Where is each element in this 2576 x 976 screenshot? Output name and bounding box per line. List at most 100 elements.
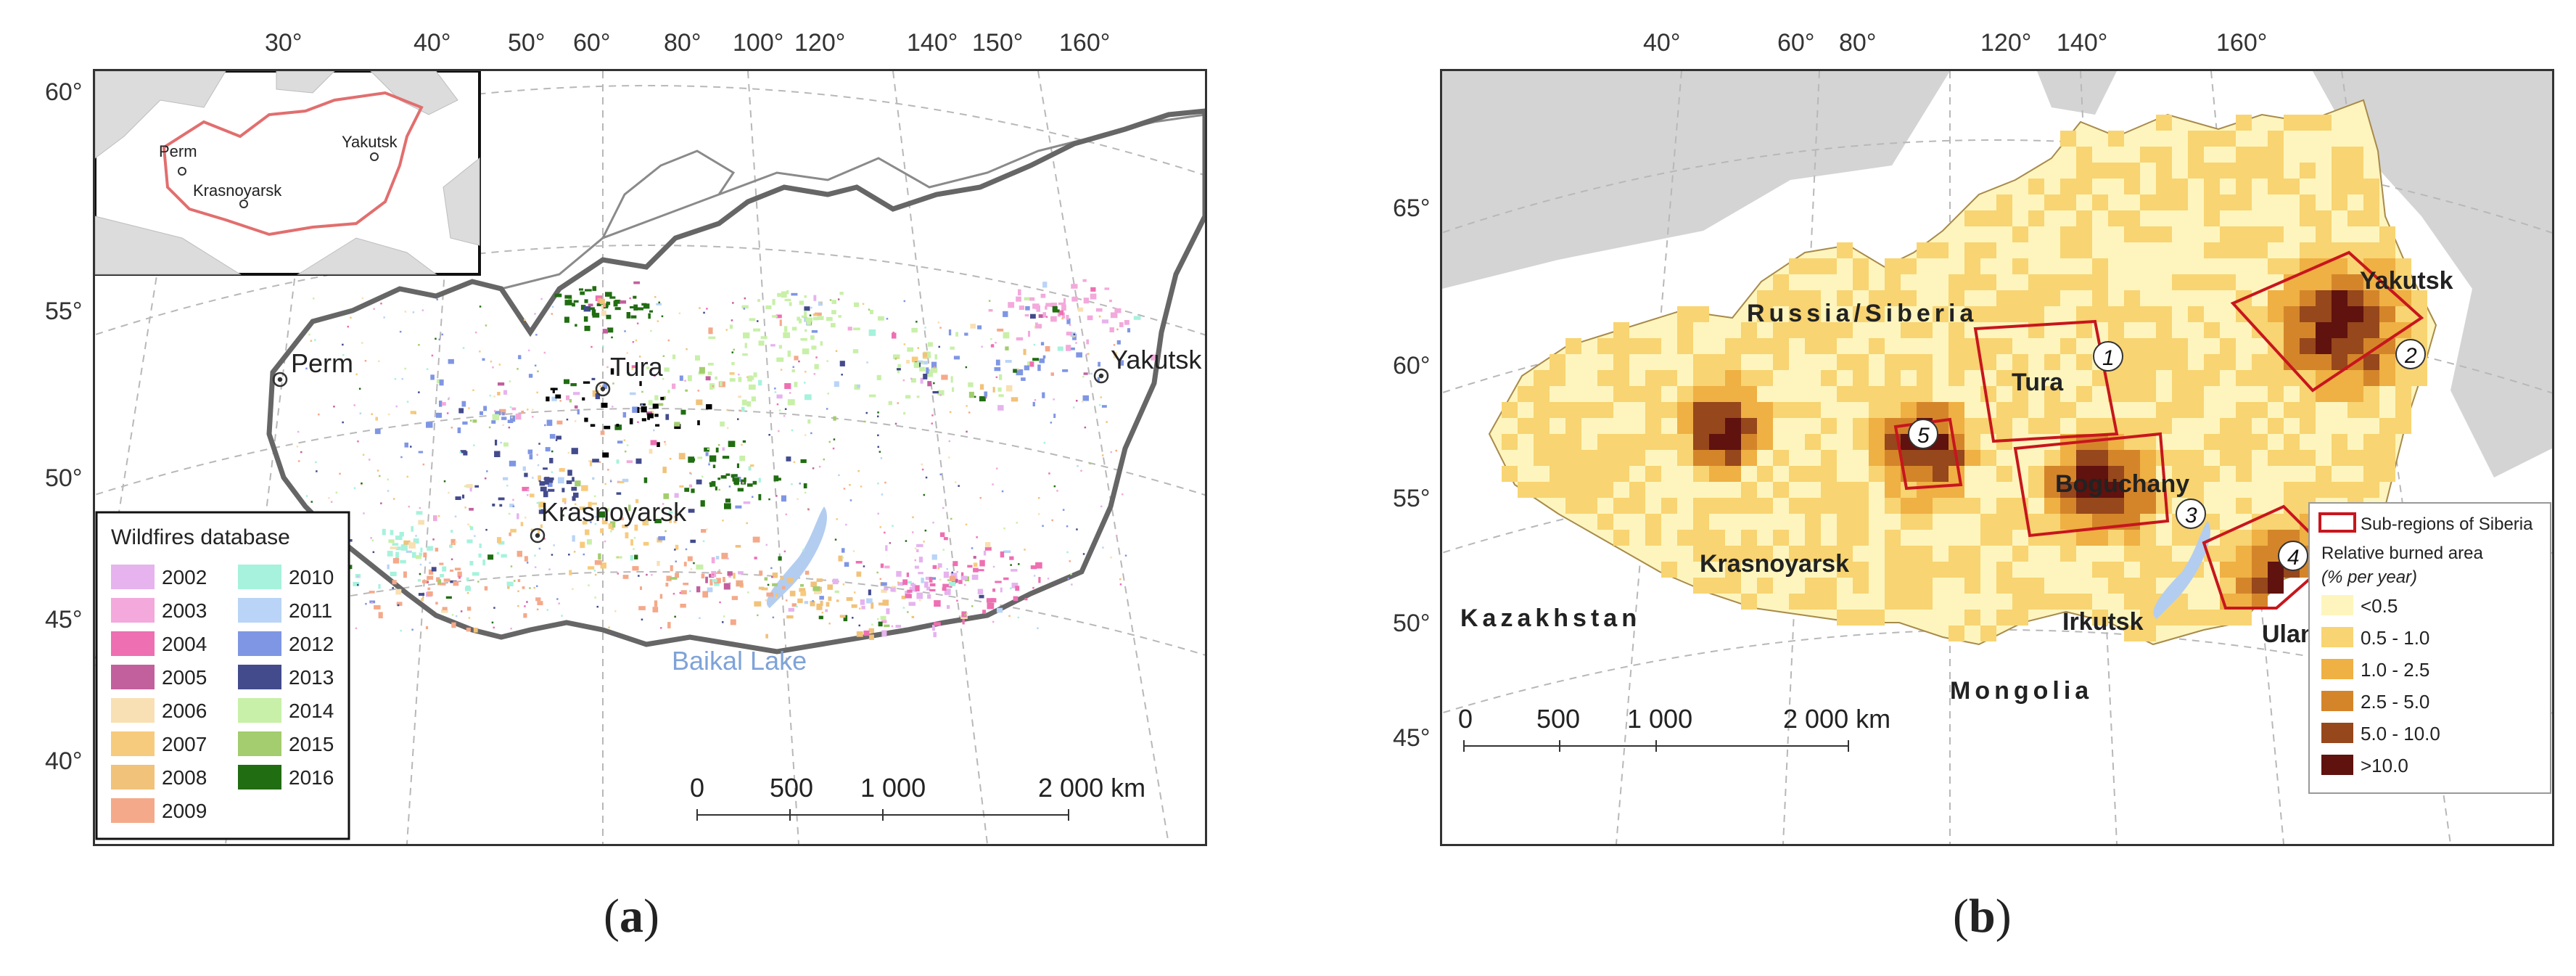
fire-scar: [697, 420, 700, 425]
burned-cell: [2316, 290, 2332, 306]
burned-cell: [1901, 546, 1917, 562]
burned-cell: [2363, 210, 2379, 226]
burned-cell: [1933, 562, 1949, 578]
fire-scar: [630, 305, 635, 308]
burned-cell: [1597, 434, 1613, 450]
fire-scar: [493, 626, 495, 629]
fire-scar: [1040, 293, 1046, 298]
fire-scar: [773, 475, 779, 482]
fire-scar: [675, 544, 679, 550]
burned-cell: [1996, 402, 2012, 418]
fire-scar: [426, 368, 429, 370]
burned-cell: [1805, 466, 1821, 482]
fire-scar: [766, 592, 773, 597]
burned-cell: [2363, 370, 2379, 386]
fire-scar: [788, 607, 794, 612]
fire-scar: [910, 378, 916, 383]
burned-cell: [1964, 562, 1980, 578]
fire-scar: [753, 328, 760, 332]
surrounding-land: [1442, 71, 2552, 477]
fire-scar: [1062, 509, 1065, 511]
fire-scar: [741, 479, 746, 485]
burned-cell: [1837, 530, 1853, 546]
label-yakutsk: Yakutsk: [1111, 345, 1202, 374]
fire-scar: [551, 554, 554, 556]
burned-cell: [1677, 338, 1693, 354]
fire-scar: [507, 419, 514, 423]
burned-cell: [2284, 338, 2300, 354]
burned-cell: [2108, 306, 2124, 322]
fire-scar: [568, 554, 570, 556]
burned-cell: [1741, 370, 1757, 386]
fire-scar: [450, 569, 454, 572]
burned-cell: [1709, 498, 1725, 514]
burned-cell: [2411, 370, 2427, 386]
fire-scar: [498, 497, 505, 501]
fire-scar: [964, 583, 966, 586]
burned-cell: [2347, 242, 2363, 258]
fire-scar: [1052, 309, 1060, 313]
fire-scar: [1029, 361, 1034, 367]
fire-scar: [1119, 360, 1124, 366]
fire-scar: [950, 376, 953, 383]
fire-scar: [493, 607, 495, 609]
fire-scar: [878, 602, 883, 606]
fire-scar: [297, 430, 300, 433]
fire-scar: [868, 589, 871, 596]
burned-cell: [1917, 594, 1933, 610]
fire-scar: [880, 563, 884, 568]
fire-scar: [891, 625, 894, 628]
fire-scar: [805, 371, 807, 373]
fire-scar: [1053, 485, 1056, 488]
fire-scar: [599, 298, 605, 304]
fire-scar: [548, 483, 553, 487]
fire-scar: [392, 587, 394, 589]
burned-cell: [1949, 290, 1964, 306]
fire-scar: [591, 377, 596, 380]
fire-scar: [765, 633, 768, 639]
label-yakutsk: Yakutsk: [2360, 267, 2453, 295]
fire-scar: [772, 299, 775, 305]
burned-cell: [1534, 402, 1550, 418]
burned-cell: [1773, 450, 1789, 466]
fire-scar: [696, 479, 702, 485]
map-panel-a: Perm Tura Yakutsk Krasnoyarsk Baikal Lak…: [93, 69, 1207, 846]
subregion-outlines: [1893, 250, 2424, 610]
burned-cell: [1677, 306, 1693, 322]
fire-scar: [1015, 586, 1020, 591]
burned-cell: [1693, 514, 1709, 530]
fire-scar: [1110, 451, 1112, 454]
fire-scar: [781, 495, 786, 502]
fire-scar: [552, 387, 555, 393]
fire-scar: [510, 528, 517, 533]
burned-cell: [1725, 498, 1741, 514]
burned-cell: [1645, 466, 1661, 482]
burned-cell: [1725, 562, 1741, 578]
burned-cell: [1789, 258, 1805, 274]
fire-scar: [1061, 312, 1065, 319]
burned-cell: [2379, 434, 2395, 450]
fire-scar: [747, 591, 749, 594]
burned-cell: [2236, 498, 2252, 514]
fire-scar: [532, 477, 534, 479]
fire-scar: [997, 405, 1004, 411]
burned-cell: [2044, 386, 2060, 402]
burned-cell: [1725, 338, 1741, 354]
burned-cell: [1821, 546, 1837, 562]
fire-scar: [574, 420, 577, 422]
fire-scar: [462, 494, 465, 499]
fire-scar: [995, 376, 998, 379]
burned-cell: [1645, 514, 1661, 530]
burned-cell: [1949, 354, 1964, 370]
burned-cell: [2188, 370, 2204, 386]
burned-cell: [2347, 386, 2363, 402]
burned-cell: [2140, 434, 2156, 450]
scale-bar-a: 0 500 1 000 2 000 km: [690, 773, 1145, 821]
fire-scar: [802, 549, 805, 551]
fire-scar: [443, 578, 450, 582]
fire-scar: [350, 539, 353, 542]
fire-scar: [916, 544, 923, 547]
burned-cell: [2268, 514, 2284, 530]
fire-scar: [462, 421, 468, 425]
burned-cell: [2012, 610, 2028, 626]
